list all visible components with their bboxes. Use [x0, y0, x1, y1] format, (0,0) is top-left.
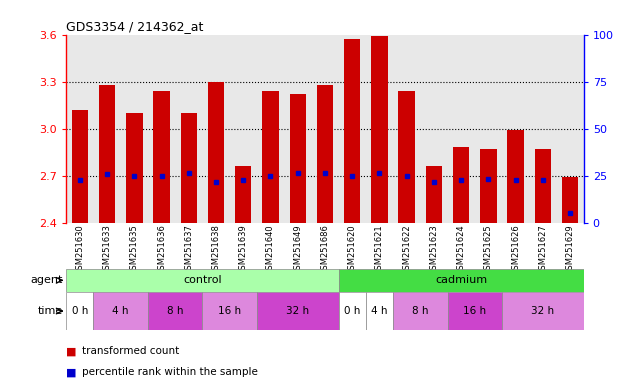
Bar	[339, 269, 584, 292]
Text: 4 h: 4 h	[371, 306, 387, 316]
Bar	[72, 110, 88, 223]
Bar	[426, 166, 442, 223]
Bar	[344, 39, 360, 223]
Bar	[290, 94, 306, 223]
Text: 4 h: 4 h	[112, 306, 129, 316]
Bar	[399, 91, 415, 223]
Bar	[453, 147, 469, 223]
Bar	[339, 292, 366, 330]
Bar	[203, 292, 257, 330]
Bar	[262, 91, 279, 223]
Bar	[93, 292, 148, 330]
Bar	[366, 292, 393, 330]
Bar	[148, 292, 203, 330]
Text: 16 h: 16 h	[463, 306, 487, 316]
Bar	[66, 292, 93, 330]
Bar	[66, 269, 339, 292]
Bar	[502, 292, 584, 330]
Bar	[447, 292, 502, 330]
Bar	[371, 36, 387, 223]
Bar	[99, 85, 115, 223]
Bar	[507, 130, 524, 223]
Bar	[393, 292, 447, 330]
Text: GDS3354 / 214362_at: GDS3354 / 214362_at	[66, 20, 204, 33]
Bar	[257, 292, 339, 330]
Text: ■: ■	[66, 367, 77, 377]
Bar	[126, 113, 143, 223]
Text: ■: ■	[66, 346, 77, 356]
Text: 8 h: 8 h	[412, 306, 428, 316]
Text: 8 h: 8 h	[167, 306, 184, 316]
Text: 16 h: 16 h	[218, 306, 241, 316]
Text: control: control	[183, 275, 221, 285]
Text: 0 h: 0 h	[72, 306, 88, 316]
Text: cadmium: cadmium	[435, 275, 487, 285]
Text: time: time	[38, 306, 63, 316]
Bar	[562, 177, 578, 223]
Text: 0 h: 0 h	[344, 306, 360, 316]
Bar	[180, 113, 197, 223]
Bar	[534, 149, 551, 223]
Bar	[317, 85, 333, 223]
Text: percentile rank within the sample: percentile rank within the sample	[82, 367, 258, 377]
Bar	[480, 149, 497, 223]
Text: 32 h: 32 h	[286, 306, 309, 316]
Text: 32 h: 32 h	[531, 306, 555, 316]
Text: agent: agent	[31, 275, 63, 285]
Bar	[153, 91, 170, 223]
Bar	[208, 82, 224, 223]
Bar	[235, 166, 251, 223]
Text: transformed count: transformed count	[82, 346, 179, 356]
